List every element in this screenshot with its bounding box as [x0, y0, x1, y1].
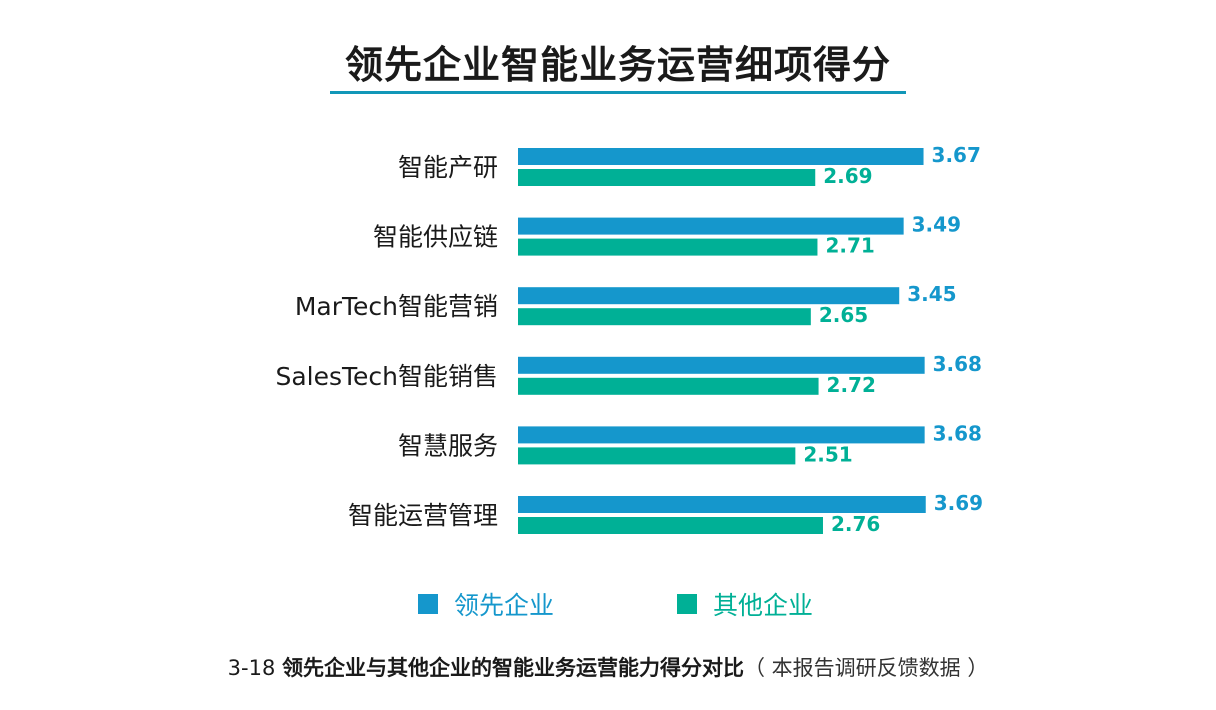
value-label-other-martech: 2.65	[819, 303, 868, 327]
value-label-leading-martech: 3.45	[907, 282, 956, 306]
value-label-other-rd: 2.69	[823, 164, 872, 188]
bar-other-salestech	[518, 377, 819, 395]
figure-number: 3-18	[227, 656, 282, 680]
bar-leading-supply-chain	[518, 217, 904, 235]
value-label-leading-salestech: 3.68	[933, 352, 982, 376]
bar-other-rd	[518, 169, 816, 186]
legend-label-leading: 领先企业	[454, 591, 555, 620]
bar-leading-operations	[518, 496, 926, 513]
category-label-supply-chain: 智能供应链	[373, 223, 498, 252]
bar-other-operations	[518, 517, 823, 534]
value-label-leading-rd: 3.67	[932, 143, 981, 167]
value-label-other-service: 2.51	[803, 442, 852, 466]
bar-other-supply-chain	[518, 238, 818, 256]
bar-leading-rd	[518, 148, 924, 165]
chart-title: 领先企业智能业务运营细项得分	[344, 43, 891, 87]
category-label-martech: MarTech智能营销	[295, 292, 498, 321]
caption-main: 领先企业与其他企业的智能业务运营能力得分对比	[281, 656, 744, 680]
category-label-operations: 智能运营管理	[348, 501, 498, 530]
bar-leading-service	[518, 426, 925, 444]
value-label-other-supply-chain: 2.71	[825, 234, 874, 258]
category-label-service: 智慧服务	[398, 431, 498, 460]
figure-caption: 3-18 领先企业与其他企业的智能业务运营能力得分对比（ 本报告调研反馈数据 ）	[0, 652, 1216, 682]
legend-swatch-leading	[418, 594, 438, 614]
value-label-leading-operations: 3.69	[934, 491, 983, 515]
legend-swatch-other	[677, 594, 697, 614]
title-underline	[330, 91, 906, 94]
legend-item-other: 其他企业	[677, 586, 813, 622]
bar-chart: 智能产研 3.67 2.69 智能供应链 3.49 2.71 MarTech智能营销 3.45…	[275, 143, 983, 536]
value-label-other-operations: 2.76	[831, 512, 880, 536]
category-label-rd: 智能产研	[398, 153, 498, 182]
bar-other-service	[518, 447, 796, 465]
value-label-other-salestech: 2.72	[827, 373, 876, 397]
value-label-leading-supply-chain: 3.49	[912, 213, 961, 237]
category-label-salestech: SalesTech智能销售	[275, 362, 498, 391]
legend-label-other: 其他企业	[713, 591, 814, 620]
bar-leading-martech	[518, 287, 900, 305]
caption-note: （ 本报告调研反馈数据 ）	[743, 656, 989, 680]
bar-leading-salestech	[518, 356, 925, 374]
bar-other-martech	[518, 308, 811, 326]
value-label-leading-service: 3.68	[933, 421, 982, 445]
legend: 领先企业 其他企业	[0, 586, 1216, 620]
legend-item-leading: 领先企业	[418, 586, 554, 622]
